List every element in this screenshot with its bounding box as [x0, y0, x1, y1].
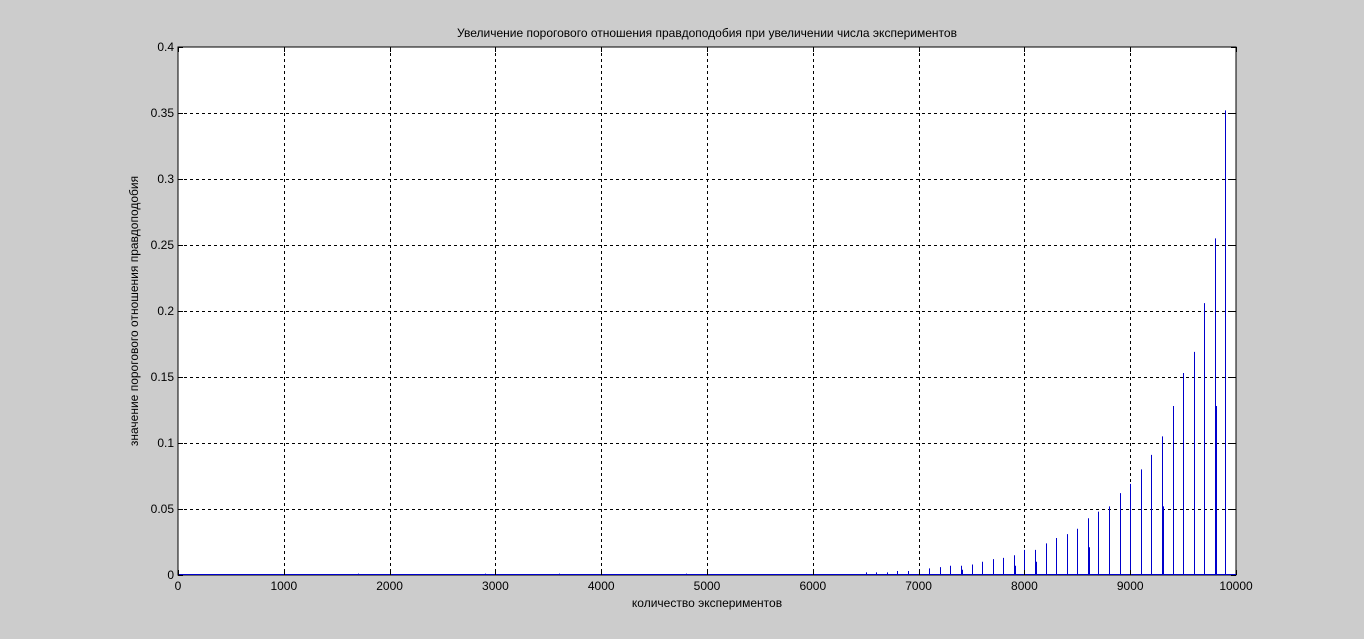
axis-ticks — [178, 47, 1237, 576]
x-tick-label: 3000 — [482, 579, 509, 593]
y-tick-label: 0.1 — [157, 436, 174, 450]
y-tick-label: 0 — [167, 568, 174, 582]
y-tick-label: 0.35 — [151, 106, 175, 120]
y-axis-label: значение порогового отношения правдоподо… — [127, 176, 141, 446]
y-tick-labels: 0 0.05 0.1 0.15 0.2 0.25 0.3 0.35 0.4 — [151, 40, 175, 582]
x-tick-label: 9000 — [1117, 579, 1144, 593]
x-tick-label: 8000 — [1011, 579, 1038, 593]
x-tick-label: 10000 — [1219, 579, 1253, 593]
x-tick-label: 2000 — [376, 579, 403, 593]
y-tick-label: 0.05 — [151, 502, 175, 516]
x-tick-label: 5000 — [694, 579, 721, 593]
chart-title: Увеличение порогового отношения правдопо… — [457, 26, 957, 40]
x-tick-label: 0 — [175, 579, 182, 593]
x-tick-labels: 0 1000 2000 3000 4000 5000 6000 7000 8000 9000 100… — [175, 579, 1253, 593]
y-tick-label: 0.2 — [157, 304, 174, 318]
x-tick-label: 4000 — [588, 579, 615, 593]
y-tick-label: 0.3 — [157, 172, 174, 186]
y-tick-label: 0.4 — [157, 40, 174, 54]
x-tick-label: 7000 — [905, 579, 932, 593]
y-tick-label: 0.15 — [151, 370, 175, 384]
x-tick-label: 1000 — [270, 579, 297, 593]
x-axis-label: количество экспериментов — [632, 596, 782, 610]
x-tick-label: 6000 — [799, 579, 826, 593]
y-tick-label: 0.25 — [151, 238, 175, 252]
